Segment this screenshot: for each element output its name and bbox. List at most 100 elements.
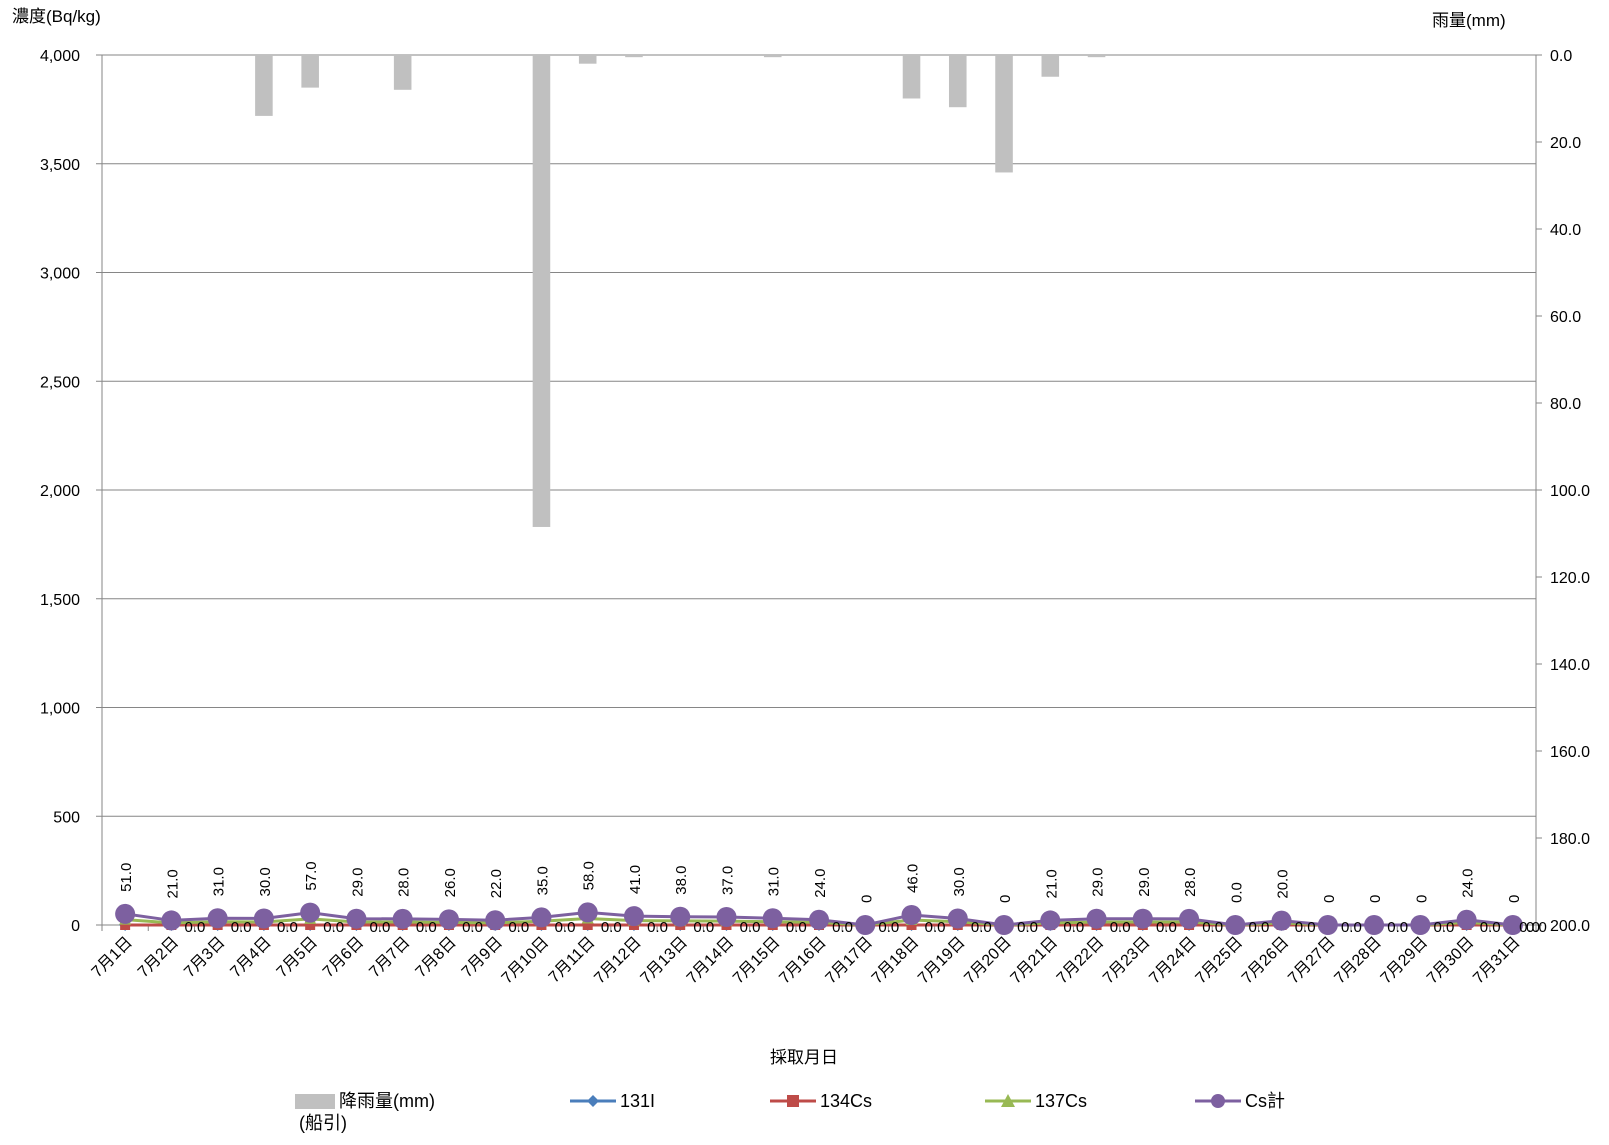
data-label-total: 0.0 bbox=[1228, 882, 1245, 903]
data-label-134cs: 0.0 bbox=[1017, 919, 1038, 936]
series-point bbox=[300, 902, 321, 923]
legend-item-134cs: 134Cs bbox=[770, 1090, 872, 1112]
series-point bbox=[947, 908, 968, 929]
right-axis-title: 雨量(mm) bbox=[1432, 11, 1506, 30]
data-label-134cs: 0.0 bbox=[555, 919, 576, 936]
rainfall-bar bbox=[578, 55, 597, 64]
series-point bbox=[346, 908, 367, 929]
data-label-total: 0 bbox=[1367, 895, 1384, 903]
x-tick-label: 7月4日 bbox=[227, 934, 274, 981]
data-label-134cs: 0.0 bbox=[277, 919, 298, 936]
series-point bbox=[1271, 910, 1292, 931]
data-label-134cs: 0.0 bbox=[1387, 919, 1408, 936]
x-tick-label: 7月24日 bbox=[1146, 934, 1200, 988]
data-label-edge: 0.0 bbox=[1519, 919, 1540, 936]
data-label-134cs: 0.0 bbox=[462, 919, 483, 936]
left-tick-label: 1,000 bbox=[40, 701, 80, 718]
legend-swatch-cs-total bbox=[1195, 1094, 1241, 1108]
left-tick-label: 3,000 bbox=[40, 266, 80, 283]
x-tick-label: 7月21日 bbox=[1008, 934, 1062, 988]
data-label-total: 41.0 bbox=[627, 865, 644, 894]
data-label-total: 37.0 bbox=[719, 866, 736, 895]
x-tick-label: 7月27日 bbox=[1285, 934, 1339, 988]
legend-label-rainfall: 降雨量(mm) (船引) bbox=[299, 1090, 435, 1134]
x-tick-label: 7月22日 bbox=[1054, 934, 1108, 988]
x-tick-label: 7月10日 bbox=[499, 934, 553, 988]
x-axis-title: 採取月日 bbox=[770, 1048, 838, 1067]
legend-label-rainfall-line: 降雨量(mm) bbox=[339, 1091, 435, 1111]
series-point bbox=[670, 906, 691, 927]
data-label-total: 0 bbox=[858, 895, 875, 903]
series-point bbox=[485, 910, 506, 931]
right-tick-label: 160.0 bbox=[1550, 744, 1590, 761]
right-tick-label: 180.0 bbox=[1550, 831, 1590, 848]
x-tick-label: 7月2日 bbox=[135, 934, 182, 981]
series-point bbox=[901, 904, 922, 925]
series-point bbox=[906, 920, 917, 930]
data-label-total: 30.0 bbox=[257, 867, 274, 896]
x-tick-label: 7月6日 bbox=[320, 934, 367, 981]
series-point bbox=[253, 908, 274, 929]
left-tick-label: 3,500 bbox=[40, 157, 80, 174]
rainfall-bar bbox=[1041, 55, 1060, 77]
series-point bbox=[1364, 915, 1385, 935]
data-label-total: 0 bbox=[1321, 895, 1338, 903]
rainfall-bar bbox=[948, 55, 967, 108]
data-label-total: 29.0 bbox=[1136, 867, 1153, 896]
x-tick-label: 7月25日 bbox=[1193, 934, 1247, 988]
data-label-total: 38.0 bbox=[673, 866, 690, 895]
x-tick-label: 7月7日 bbox=[366, 934, 413, 981]
x-tick-label: 7月28日 bbox=[1331, 934, 1385, 988]
series-point bbox=[623, 906, 644, 927]
x-tick-label: 7月29日 bbox=[1378, 934, 1432, 988]
data-label-134cs: 0.0 bbox=[1202, 919, 1223, 936]
left-tick-label: 500 bbox=[53, 809, 80, 826]
right-tick-label: 40.0 bbox=[1550, 222, 1581, 239]
right-tick-label: 100.0 bbox=[1550, 483, 1590, 500]
series-point bbox=[392, 908, 413, 929]
series-point bbox=[1410, 915, 1431, 935]
data-label-total: 28.0 bbox=[396, 868, 413, 897]
data-label-134cs: 0.0 bbox=[601, 919, 622, 936]
data-label-134cs: 0.0 bbox=[1248, 919, 1269, 936]
x-tick-label: 7月1日 bbox=[89, 934, 136, 981]
data-label-134cs: 0.0 bbox=[1110, 919, 1131, 936]
chart-area: 0 500 1,000 1,500 2,000 2,500 3,000 3,500 4,000 0… bbox=[12, 7, 1590, 1067]
data-label-134cs: 0.0 bbox=[878, 919, 899, 936]
data-label-total: 57.0 bbox=[303, 861, 320, 890]
data-label-134cs: 0.0 bbox=[740, 919, 761, 936]
x-tick-label: 7月12日 bbox=[591, 934, 645, 988]
series-point bbox=[582, 920, 593, 930]
series-point bbox=[1317, 915, 1338, 935]
data-label-total: 58.0 bbox=[581, 861, 598, 890]
legend-label-rainfall-line: (船引) bbox=[299, 1113, 347, 1133]
series-point bbox=[855, 915, 876, 935]
series-point bbox=[1086, 908, 1107, 929]
legend-swatch-rainfall bbox=[295, 1094, 335, 1109]
data-label-134cs: 0.0 bbox=[1341, 919, 1362, 936]
right-tick-label: 200.0 bbox=[1550, 918, 1590, 935]
data-label-134cs: 0.0 bbox=[786, 919, 807, 936]
legend-swatch-137cs bbox=[985, 1094, 1031, 1107]
rainfall-bar bbox=[902, 55, 921, 99]
x-tick-label: 7月15日 bbox=[730, 934, 784, 988]
left-tick-label: 1,500 bbox=[40, 592, 80, 609]
series-point bbox=[115, 903, 136, 924]
series-point bbox=[994, 915, 1015, 935]
data-label-134cs: 0.0 bbox=[693, 919, 714, 936]
data-label-total: 28.0 bbox=[1182, 868, 1199, 897]
x-tick-label: 7月14日 bbox=[684, 934, 738, 988]
data-label-134cs: 0.0 bbox=[925, 919, 946, 936]
legend-item-cs-total: Cs計 bbox=[1195, 1090, 1285, 1112]
data-label-total: 29.0 bbox=[349, 867, 366, 896]
right-tick-label: 140.0 bbox=[1550, 657, 1590, 674]
right-tick-label: 0.0 bbox=[1550, 48, 1572, 65]
data-label-total: 51.0 bbox=[118, 863, 135, 892]
x-tick-label: 7月31日 bbox=[1470, 934, 1524, 988]
rainfall-bar bbox=[393, 55, 412, 90]
data-label-134cs: 0.0 bbox=[1063, 919, 1084, 936]
series-point bbox=[1040, 910, 1061, 931]
data-label-total: 21.0 bbox=[164, 869, 181, 898]
legend-label-134cs: 134Cs bbox=[820, 1091, 873, 1111]
data-label-134cs: 0.0 bbox=[370, 919, 391, 936]
